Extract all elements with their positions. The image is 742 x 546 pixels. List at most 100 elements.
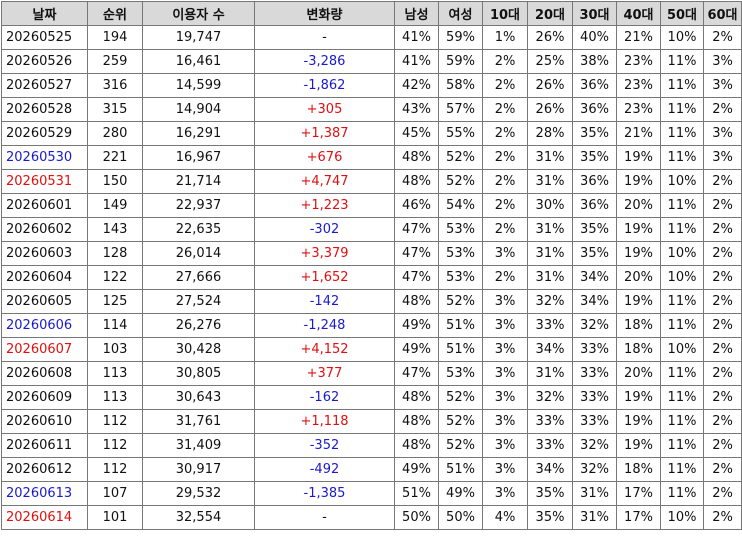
age-40s-cell: 17%: [616, 505, 661, 530]
male-pct-cell: 47%: [394, 265, 439, 290]
header-change: 변화량: [254, 1, 395, 26]
age-20s-cell: 26%: [527, 73, 573, 98]
header-date: 날짜: [1, 1, 88, 26]
header-age-40s: 40대: [616, 1, 661, 26]
age-60s-cell: 2%: [703, 169, 742, 194]
users-cell: 26,276: [142, 313, 255, 338]
age-20s-cell: 26%: [527, 25, 573, 50]
age-30s-cell: 32%: [572, 313, 617, 338]
date-cell: 20260607: [1, 337, 88, 362]
age-20s-cell: 34%: [527, 337, 573, 362]
age-50s-cell: 11%: [660, 121, 704, 146]
change-cell: +1,223: [254, 193, 395, 218]
female-pct-cell: 52%: [438, 409, 483, 434]
age-20s-cell: 32%: [527, 385, 573, 410]
change-cell: -1,862: [254, 73, 395, 98]
rank-cell: 112: [87, 409, 143, 434]
age-20s-cell: 35%: [527, 481, 573, 506]
age-10s-cell: 2%: [482, 169, 528, 194]
rank-cell: 143: [87, 217, 143, 242]
change-cell: -142: [254, 289, 395, 314]
age-40s-cell: 19%: [616, 145, 661, 170]
table-body: 20260525 194 19,747-41% 59% 1% 26% 40% 21% 10% 2%…: [1, 25, 742, 530]
table-row: 20260609 113 30,643 -162 48% 52% 3% 32% 33% 19% 11…: [1, 385, 742, 410]
age-40s-cell: 19%: [616, 241, 661, 266]
rank-cell: 113: [87, 385, 143, 410]
age-10s-cell: 2%: [482, 121, 528, 146]
users-cell: 14,599: [142, 73, 255, 98]
age-60s-cell: 2%: [703, 217, 742, 242]
age-30s-cell: 34%: [572, 265, 617, 290]
age-20s-cell: 30%: [527, 193, 573, 218]
rank-cell: 316: [87, 73, 143, 98]
header-female: 여성: [438, 1, 483, 26]
age-10s-cell: 1%: [482, 25, 528, 50]
rank-cell: 280: [87, 121, 143, 146]
age-50s-cell: 11%: [660, 193, 704, 218]
change-cell: +4,747: [254, 169, 395, 194]
users-cell: 14,904: [142, 97, 255, 122]
change-cell: -1,248: [254, 313, 395, 338]
users-cell: 26,014: [142, 241, 255, 266]
date-cell: 20260609: [1, 385, 88, 410]
table-row: 20260604 122 27,666 +1,652 47% 53% 2% 31% 34% 20%…: [1, 265, 742, 290]
date-cell: 20260602: [1, 217, 88, 242]
change-cell: +4,152: [254, 337, 395, 362]
age-20s-cell: 33%: [527, 433, 573, 458]
female-pct-cell: 53%: [438, 241, 483, 266]
age-10s-cell: 2%: [482, 145, 528, 170]
age-30s-cell: 35%: [572, 121, 617, 146]
table-row: 20260614 101 32,554-50% 50% 4% 35% 31% 17% 10% 2%: [1, 505, 742, 530]
age-10s-cell: 2%: [482, 97, 528, 122]
male-pct-cell: 48%: [394, 385, 439, 410]
age-50s-cell: 11%: [660, 217, 704, 242]
age-50s-cell: 11%: [660, 289, 704, 314]
age-30s-cell: 38%: [572, 49, 617, 74]
users-cell: 27,666: [142, 265, 255, 290]
age-60s-cell: 3%: [703, 145, 742, 170]
female-pct-cell: 53%: [438, 217, 483, 242]
age-10s-cell: 3%: [482, 361, 528, 386]
age-50s-cell: 10%: [660, 265, 704, 290]
age-30s-cell: 35%: [572, 217, 617, 242]
female-pct-cell: 51%: [438, 337, 483, 362]
age-30s-cell: 36%: [572, 73, 617, 98]
male-pct-cell: 49%: [394, 337, 439, 362]
date-cell: 20260530: [1, 145, 88, 170]
rank-cell: 194: [87, 25, 143, 50]
age-60s-cell: 2%: [703, 193, 742, 218]
age-30s-cell: 31%: [572, 505, 617, 530]
female-pct-cell: 52%: [438, 289, 483, 314]
header-age-20s: 20대: [527, 1, 573, 26]
age-50s-cell: 11%: [660, 361, 704, 386]
header-row: 날짜 순위 이용자 수 변화량 남성 여성 10대 20대 30대 40대 50…: [1, 1, 742, 26]
age-60s-cell: 2%: [703, 289, 742, 314]
users-cell: 16,291: [142, 121, 255, 146]
age-30s-cell: 36%: [572, 193, 617, 218]
age-60s-cell: 3%: [703, 49, 742, 74]
age-40s-cell: 21%: [616, 25, 661, 50]
age-30s-cell: 35%: [572, 145, 617, 170]
date-cell: 20260525: [1, 25, 88, 50]
age-50s-cell: 11%: [660, 409, 704, 434]
age-30s-cell: 33%: [572, 337, 617, 362]
table-row: 20260603 128 26,014 +3,379 47% 53% 3% 31% 35% 19%…: [1, 241, 742, 266]
female-pct-cell: 59%: [438, 25, 483, 50]
rank-cell: 150: [87, 169, 143, 194]
female-pct-cell: 53%: [438, 361, 483, 386]
rank-cell: 221: [87, 145, 143, 170]
users-cell: 30,917: [142, 457, 255, 482]
change-cell: -3,286: [254, 49, 395, 74]
users-cell: 19,747: [142, 25, 255, 50]
age-40s-cell: 20%: [616, 193, 661, 218]
change-cell: +1,387: [254, 121, 395, 146]
age-30s-cell: 35%: [572, 241, 617, 266]
age-60s-cell: 2%: [703, 481, 742, 506]
age-10s-cell: 3%: [482, 409, 528, 434]
rank-cell: 114: [87, 313, 143, 338]
male-pct-cell: 49%: [394, 313, 439, 338]
date-cell: 20260603: [1, 241, 88, 266]
age-50s-cell: 10%: [660, 241, 704, 266]
date-cell: 20260606: [1, 313, 88, 338]
age-10s-cell: 4%: [482, 505, 528, 530]
